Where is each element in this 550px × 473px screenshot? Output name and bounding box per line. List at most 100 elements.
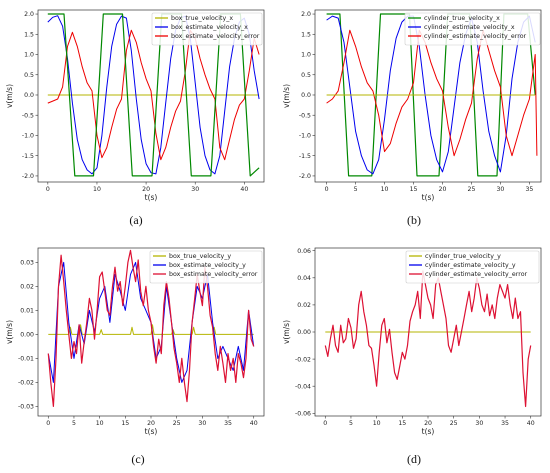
series-line-cylinder-true-velocity-x	[326, 13, 536, 177]
series-group	[47, 13, 260, 177]
x-tick-label: 5	[349, 420, 353, 427]
y-tick-label: -0.02	[295, 356, 311, 363]
y-tick-label: 1.0	[24, 52, 34, 59]
series-line-cylinder-estimate-velocity-error	[324, 270, 532, 408]
series-line-box-estimate-velocity-error	[47, 249, 255, 407]
y-tick-label: -2.0	[299, 173, 311, 180]
series-line-box-estimate-velocity-error	[47, 29, 260, 161]
x-tick-label: 10	[373, 420, 381, 427]
y-tick-label: -0.03	[18, 404, 34, 411]
x-axis-label: t(s)	[422, 427, 435, 436]
y-tick-label: 1.5	[24, 31, 34, 38]
series-group	[324, 270, 532, 408]
y-tick-label: -1.0	[299, 133, 311, 140]
legend: box_true_velocity_y box_estimate_velocity…	[149, 250, 263, 284]
x-tick-label: 30	[191, 186, 199, 193]
x-tick-label: 10	[96, 420, 104, 427]
y-tick-label: -0.06	[295, 410, 311, 417]
y-axis-label: v(m/s)	[5, 320, 14, 344]
chart-panel-c: 0 5 10 15 20 25 30 35 40 -0.03 -0.02 -0.01 0.00 0.01 0…	[5, 247, 265, 466]
panel-caption: (a)	[129, 213, 142, 227]
y-tick-label: 0.0	[301, 92, 311, 99]
x-tick-label: 25	[173, 420, 181, 427]
x-tick-label: 40	[240, 186, 248, 193]
x-tick-label: 20	[439, 186, 447, 193]
chart-panel-b: 0 5 10 15 20 25 30 35 -2.0 -1.5 -1.0 -0.5 0.0 0.5 1.0 1…	[282, 9, 542, 227]
x-tick-label: 40	[250, 420, 258, 427]
x-tick-label: 35	[224, 420, 232, 427]
y-tick-label: 2.0	[24, 11, 34, 18]
y-axis-label: v(m/s)	[282, 320, 291, 344]
y-tick-label: 0.01	[20, 308, 34, 315]
series-group	[47, 249, 255, 407]
chart-panel-a: 0 10 20 30 40 -2.0 -1.5 -1.0 -0.5 0.0 0.5 1.0 1.5 2.0…	[5, 9, 265, 227]
x-tick-label: 25	[450, 420, 458, 427]
x-tick-label: 40	[527, 420, 535, 427]
x-tick-label: 0	[325, 186, 329, 193]
x-tick-label: 35	[525, 186, 533, 193]
legend-label: cylinder_estimate_velocity_error	[424, 33, 527, 40]
x-tick-label: 10	[93, 186, 101, 193]
x-tick-label: 30	[198, 420, 206, 427]
panel-caption: (c)	[131, 452, 144, 466]
legend-label: box_true_velocity_y	[169, 253, 231, 260]
y-tick-label: 0.0	[24, 92, 34, 99]
legend-label: box_estimate_velocity_x	[171, 24, 248, 31]
chart-panel-d: 0 5 10 15 20 25 30 35 40 -0.06 -0.04 -0.02 0.00 0.02 0…	[282, 247, 542, 466]
y-tick-label: 0.02	[20, 284, 34, 291]
x-tick-label: 25	[468, 186, 476, 193]
legend: cylinder_true_velocity_x cylinder_estimat…	[404, 12, 541, 46]
legend-label: cylinder_estimate_velocity_error	[425, 271, 528, 278]
x-tick-label: 0	[323, 420, 327, 427]
series-line-box-estimate-velocity-x	[47, 15, 260, 175]
x-tick-label: 35	[501, 420, 509, 427]
legend: cylinder_true_velocity_y cylinder_estimat…	[405, 250, 540, 284]
y-tick-label: -0.5	[22, 112, 34, 119]
x-tick-label: 5	[72, 420, 76, 427]
y-tick-label: 0.5	[24, 72, 34, 79]
legend-label: cylinder_estimate_velocity_x	[424, 24, 515, 31]
legend-label: box_estimate_velocity_error	[169, 271, 258, 278]
y-tick-label: 0.06	[297, 248, 311, 255]
x-tick-label: 5	[354, 186, 358, 193]
y-tick-label: -1.5	[299, 153, 311, 160]
x-tick-label: 20	[142, 186, 150, 193]
x-tick-label: 20	[424, 420, 432, 427]
y-tick-label: -0.02	[18, 380, 34, 387]
legend-label: box_true_velocity_x	[171, 15, 233, 22]
legend-label: cylinder_estimate_velocity_y	[425, 262, 516, 269]
legend-box	[151, 12, 263, 46]
legend-box	[405, 250, 540, 284]
series-line-cylinder-estimate-velocity-error	[326, 29, 538, 157]
y-tick-label: -0.04	[295, 383, 311, 390]
legend-label: box_estimate_velocity_error	[171, 33, 260, 40]
x-tick-label: 15	[410, 186, 418, 193]
x-tick-label: 10	[381, 186, 389, 193]
x-axis-label: t(s)	[145, 193, 158, 202]
x-tick-label: 0	[46, 420, 50, 427]
y-tick-label: -2.0	[22, 173, 34, 180]
legend-box	[404, 12, 541, 46]
legend-label: cylinder_true_velocity_x	[424, 15, 500, 22]
legend-box	[149, 250, 263, 284]
y-tick-label: 0.02	[297, 302, 311, 309]
y-tick-label: 0.04	[297, 275, 311, 282]
y-tick-label: -1.5	[22, 153, 34, 160]
y-tick-label: 0.03	[20, 260, 34, 267]
y-tick-label: -0.01	[18, 356, 34, 363]
y-tick-label: -0.5	[299, 112, 311, 119]
y-tick-label: 0.00	[20, 332, 34, 339]
series-line-cylinder-estimate-velocity-x	[326, 15, 536, 175]
y-axis-label: v(m/s)	[282, 84, 291, 108]
x-tick-label: 30	[496, 186, 504, 193]
x-axis-label: t(s)	[422, 193, 435, 202]
y-tick-label: 1.5	[301, 31, 311, 38]
y-tick-label: 1.0	[301, 52, 311, 59]
series-group	[326, 13, 538, 177]
legend-label: cylinder_true_velocity_y	[425, 253, 501, 260]
x-tick-label: 20	[147, 420, 155, 427]
y-axis-label: v(m/s)	[5, 84, 14, 108]
legend-label: box_estimate_velocity_y	[169, 262, 246, 269]
x-tick-label: 15	[121, 420, 129, 427]
